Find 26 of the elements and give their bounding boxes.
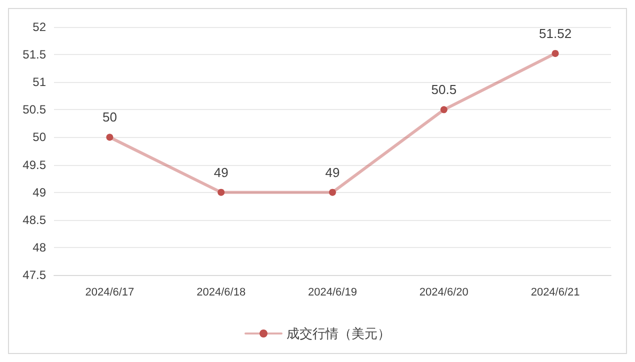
y-tick-label: 49.5 [22, 158, 46, 172]
data-label: 50 [102, 110, 117, 125]
x-tick-label: 2024/6/18 [196, 286, 246, 298]
x-tick-label: 2024/6/21 [530, 286, 580, 298]
y-tick-label: 52 [32, 20, 46, 34]
point [329, 188, 336, 196]
x-tick-label: 2024/6/19 [308, 286, 357, 298]
point [218, 188, 225, 196]
data-label: 49 [214, 164, 228, 180]
y-tick-label: 51 [32, 75, 46, 90]
y-tick-label: 51.5 [22, 48, 46, 62]
y-tick-label: 47.5 [22, 268, 46, 282]
point [440, 106, 448, 114]
data-label: 50.5 [431, 82, 457, 98]
legend-label: 成交行情（美元） [286, 326, 390, 341]
y-tick-label: 50 [32, 130, 46, 144]
x-tick-label: 2024/6/20 [419, 286, 468, 298]
x-tick-label: 2024/6/17 [85, 286, 134, 298]
data-label: 49 [325, 164, 340, 180]
point [106, 134, 114, 141]
y-tick-label: 49 [32, 185, 46, 200]
y-tick-label: 48 [32, 240, 46, 254]
data-label: 51.52 [539, 26, 572, 41]
point [552, 50, 559, 57]
y-tick-label: 48.5 [22, 212, 46, 227]
y-tick-label: 50.5 [22, 102, 46, 117]
